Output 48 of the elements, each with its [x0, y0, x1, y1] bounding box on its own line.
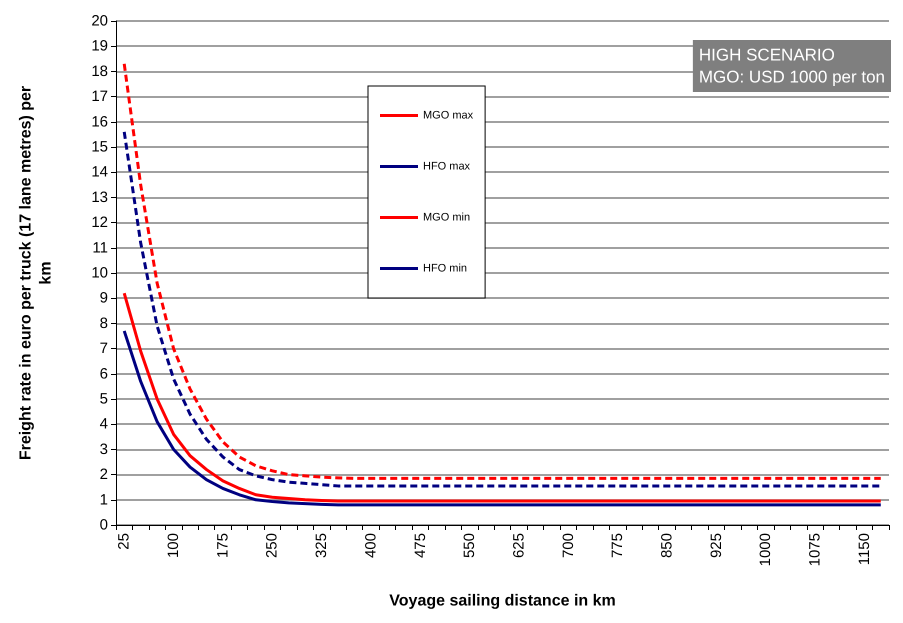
x-tick-label: 100	[165, 533, 182, 558]
annotation: HIGH SCENARIO MGO: USD 1000 per ton	[698, 46, 886, 86]
line-series	[122, 130, 882, 488]
x-tick-label: 475	[412, 533, 429, 558]
y-tick-label: 10	[91, 264, 108, 282]
y-tick-label: 16	[91, 113, 108, 130]
line-series	[122, 329, 882, 506]
x-tick-label: 550	[461, 533, 478, 558]
y-tick-label: 3	[100, 440, 108, 458]
x-tick-label: 325	[313, 533, 330, 558]
x-tick-label: 1075	[806, 533, 824, 566]
x-tick-label: 700	[560, 533, 577, 558]
y-tick-label: 14	[91, 164, 108, 181]
y-tick-label: 19	[91, 38, 108, 55]
y-tick-label: 8	[100, 314, 108, 332]
y-tick-label: 4	[100, 416, 108, 433]
legend-label: MGO min	[423, 212, 470, 224]
y-tick-label: 18	[91, 62, 108, 80]
y-axis-title: Freight rate in euro per truck (17 lane metres) per km	[18, 86, 54, 460]
x-tick-label: 925	[708, 533, 725, 558]
y-tick-label: 9	[100, 290, 108, 307]
y-tick-label: 5	[100, 390, 108, 408]
legend-label: HFO min	[423, 262, 467, 274]
x-tick-label: 1000	[757, 533, 774, 566]
x-tick-label: 625	[510, 533, 528, 558]
y-tick-label: 0	[100, 516, 108, 534]
y-tick-label: 15	[91, 138, 108, 156]
y-tick-label: 7	[100, 340, 108, 358]
y-tick-label: 20	[91, 12, 108, 30]
y-tick-label: 1	[100, 491, 108, 508]
y-tick-label: 17	[91, 88, 108, 106]
x-tick-label: 25	[116, 533, 133, 550]
x-tick-label: 1150	[856, 533, 873, 566]
y-tick-label: 11	[92, 239, 108, 256]
x-tick-label: 850	[658, 533, 676, 558]
legend-label: MGO max	[423, 110, 474, 122]
x-tick-label: 400	[362, 533, 380, 558]
x-tick-label: 250	[264, 533, 281, 558]
legend-label: HFO max	[423, 160, 471, 172]
y-tick-label: 6	[100, 365, 108, 382]
line-series	[122, 62, 882, 480]
y-tick-label: 13	[91, 188, 108, 206]
x-tick-label: 175	[214, 533, 232, 558]
x-axis-title: Voyage sailing distance in km	[389, 592, 616, 610]
line-series	[122, 292, 882, 503]
y-tick-label: 2	[100, 466, 108, 484]
y-tick-label: 12	[91, 214, 108, 232]
x-tick-label: 775	[609, 533, 626, 558]
